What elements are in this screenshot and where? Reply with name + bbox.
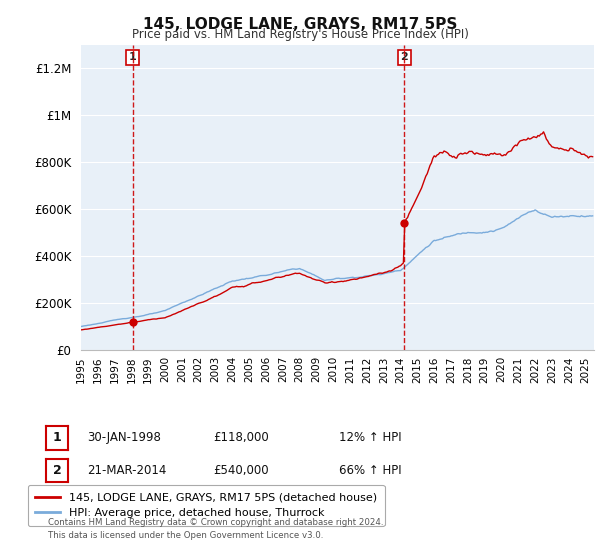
Text: 2: 2 [400,53,408,62]
Text: Contains HM Land Registry data © Crown copyright and database right 2024.
This d: Contains HM Land Registry data © Crown c… [48,518,383,539]
Text: 21-MAR-2014: 21-MAR-2014 [87,464,166,477]
Text: 12% ↑ HPI: 12% ↑ HPI [339,431,401,445]
Text: 145, LODGE LANE, GRAYS, RM17 5PS: 145, LODGE LANE, GRAYS, RM17 5PS [143,17,457,32]
Text: £540,000: £540,000 [213,464,269,477]
Text: 1: 1 [53,431,61,445]
Text: 66% ↑ HPI: 66% ↑ HPI [339,464,401,477]
Text: 2: 2 [53,464,61,477]
Text: 30-JAN-1998: 30-JAN-1998 [87,431,161,445]
Text: £118,000: £118,000 [213,431,269,445]
Text: 1: 1 [129,53,137,62]
Text: Price paid vs. HM Land Registry's House Price Index (HPI): Price paid vs. HM Land Registry's House … [131,28,469,41]
Legend: 145, LODGE LANE, GRAYS, RM17 5PS (detached house), HPI: Average price, detached : 145, LODGE LANE, GRAYS, RM17 5PS (detach… [28,485,385,526]
